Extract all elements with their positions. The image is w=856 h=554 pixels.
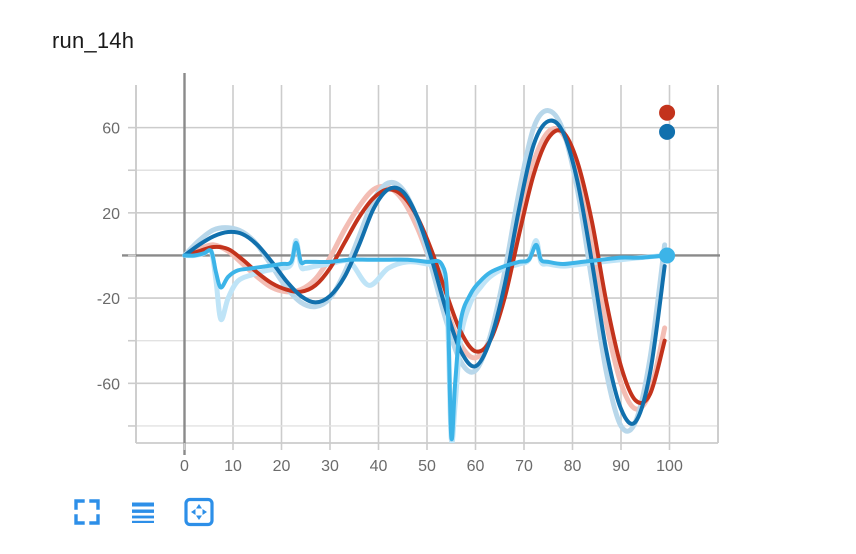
end-marker-red-smoothed <box>659 104 676 121</box>
fullscreen-button[interactable] <box>70 495 104 529</box>
page-title: run_14h <box>52 28 135 53</box>
x-axis-tick-labels: 0 10 20 30 40 50 60 70 80 90 100 <box>180 443 683 475</box>
x-tick-label: 10 <box>224 458 242 475</box>
axis-lines <box>122 73 720 455</box>
end-marker-cyan-smoothed <box>659 247 676 264</box>
panel-right-edge <box>854 0 856 554</box>
fullscreen-icon <box>74 499 100 525</box>
y-axis-tick-labels: 60 20 -20 -60 <box>97 121 136 427</box>
x-tick-label: 80 <box>564 458 582 475</box>
y-tick-label: -60 <box>97 376 120 393</box>
x-tick-label: 20 <box>273 458 291 475</box>
x-tick-label: 90 <box>612 458 630 475</box>
pan-move-icon <box>184 497 214 527</box>
y-tick-label: -20 <box>97 291 120 308</box>
plot-area[interactable]: 0 10 20 30 40 50 60 70 80 90 100 60 20 -20 -60 <box>0 60 856 480</box>
x-tick-label: 60 <box>467 458 485 475</box>
series-line-blue-raw <box>182 108 668 434</box>
x-tick-label: 40 <box>370 458 388 475</box>
list-lines-icon <box>132 502 154 523</box>
series-end-markers <box>659 104 676 264</box>
y-tick-label: 20 <box>102 206 120 223</box>
end-marker-blue-smoothed <box>659 123 676 140</box>
series-line-cyan-smoothed <box>182 240 667 442</box>
chart-toolbar[interactable] <box>70 495 216 529</box>
x-tick-label: 70 <box>515 458 533 475</box>
x-tick-label: 100 <box>656 458 683 475</box>
x-tick-label: 30 <box>321 458 339 475</box>
legend-lines-button[interactable] <box>126 495 160 529</box>
chart-svg[interactable]: 0 10 20 30 40 50 60 70 80 90 100 60 20 -20 -60 <box>0 60 856 480</box>
x-tick-label: 0 <box>180 458 189 475</box>
y-tick-label: 60 <box>102 121 120 138</box>
pan-button[interactable] <box>182 495 216 529</box>
data-series <box>182 108 668 443</box>
x-tick-label: 50 <box>418 458 436 475</box>
